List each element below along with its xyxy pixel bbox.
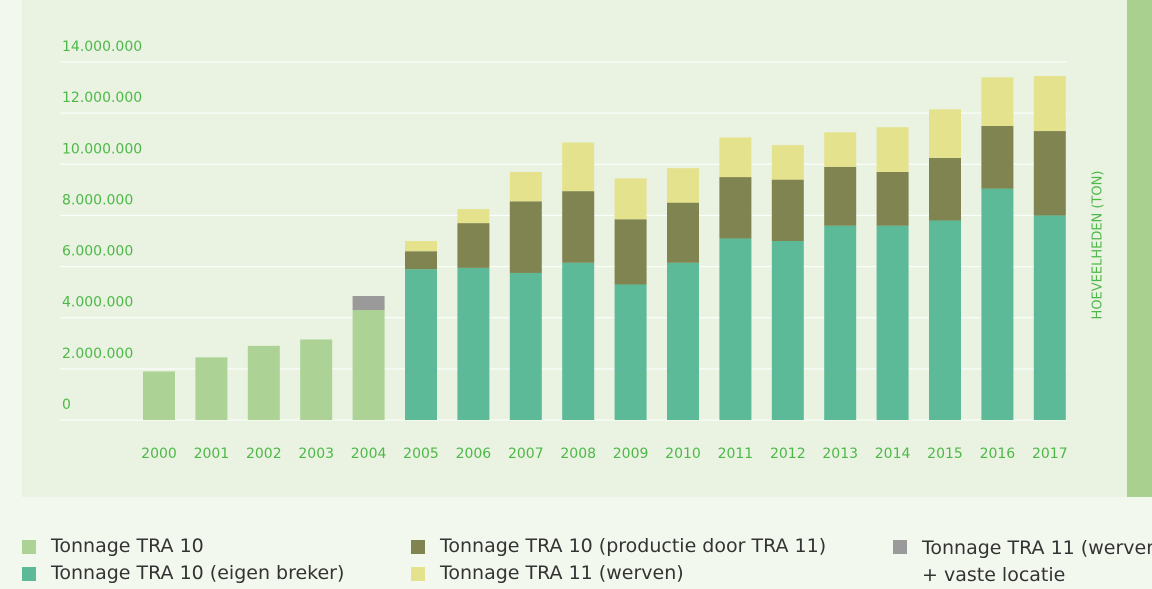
bar-segment bbox=[929, 157, 961, 221]
bar-segment bbox=[509, 171, 542, 202]
bar-segment bbox=[457, 267, 490, 420]
bar-segment bbox=[667, 262, 699, 420]
legend-label: Tonnage TRA 11 (werven + vaste locatie bbox=[922, 537, 1152, 586]
y-tick-label: 6.000.000 bbox=[62, 244, 133, 260]
bar-segment bbox=[1033, 76, 1066, 132]
legend-swatch bbox=[893, 540, 907, 554]
bar-segment bbox=[719, 137, 752, 178]
side-strip bbox=[1127, 0, 1152, 497]
bar-segment bbox=[771, 145, 804, 180]
y-tick-label: 2.000.000 bbox=[62, 346, 133, 362]
x-tick-label: 2017 bbox=[1032, 446, 1068, 462]
bar-segment bbox=[614, 178, 647, 220]
bar-segment bbox=[405, 251, 437, 270]
x-tick-label: 2000 bbox=[141, 446, 177, 462]
legend-label: Tonnage TRA 11 (werven) bbox=[440, 562, 684, 584]
bar-segment bbox=[352, 295, 385, 311]
bar-segment bbox=[771, 241, 804, 420]
x-tick-label: 2014 bbox=[875, 446, 911, 462]
bar-segment bbox=[509, 272, 542, 420]
bar-segment bbox=[300, 339, 333, 420]
x-tick-label: 2012 bbox=[770, 446, 806, 462]
bar-segment bbox=[352, 310, 385, 420]
bar-segment bbox=[667, 202, 699, 263]
x-tick-label: 2003 bbox=[298, 446, 334, 462]
legend-swatch bbox=[411, 540, 425, 554]
bar-segment bbox=[667, 168, 699, 203]
bar-segment bbox=[981, 188, 1014, 420]
x-tick-label: 2008 bbox=[560, 446, 596, 462]
bar-segment bbox=[405, 269, 437, 420]
bar-segment bbox=[614, 284, 647, 420]
bar-segment bbox=[1033, 215, 1066, 420]
bar-segment bbox=[457, 209, 490, 224]
bar-segment bbox=[195, 357, 228, 420]
bar-segment bbox=[824, 166, 857, 226]
x-tick-label: 2002 bbox=[246, 446, 282, 462]
x-tick-label: 2013 bbox=[822, 446, 858, 462]
bar-segment bbox=[771, 179, 804, 241]
legend-swatch bbox=[22, 567, 36, 581]
y-tick-label: 4.000.000 bbox=[62, 295, 133, 311]
bar-segment bbox=[876, 225, 909, 420]
bar-segment bbox=[981, 125, 1014, 189]
bar-segment bbox=[1033, 131, 1066, 216]
bar-segment bbox=[824, 132, 857, 167]
bar-segment bbox=[247, 345, 280, 420]
x-tick-label: 2015 bbox=[927, 446, 963, 462]
bar-segment bbox=[824, 225, 857, 420]
bar-segment bbox=[981, 77, 1014, 126]
x-tick-label: 2010 bbox=[665, 446, 701, 462]
x-tick-label: 2006 bbox=[456, 446, 492, 462]
bar-segment bbox=[929, 109, 961, 158]
bar-segment bbox=[509, 201, 542, 273]
bar-segment bbox=[719, 238, 752, 420]
x-tick-label: 2004 bbox=[351, 446, 387, 462]
bar-segment bbox=[929, 220, 961, 420]
legend-label: Tonnage TRA 10 (eigen breker) bbox=[51, 562, 345, 584]
x-tick-label: 2009 bbox=[613, 446, 649, 462]
bar-segment bbox=[143, 371, 175, 420]
y-tick-label: 8.000.000 bbox=[62, 192, 133, 208]
y-tick-label: 0 bbox=[62, 397, 71, 413]
bar-segment bbox=[876, 127, 909, 172]
legend-swatch bbox=[411, 567, 425, 581]
bar-segment bbox=[562, 191, 595, 263]
legend-swatch bbox=[22, 540, 36, 554]
x-tick-label: 2005 bbox=[403, 446, 439, 462]
y-tick-label: 14.000.000 bbox=[62, 39, 142, 55]
bar-segment bbox=[562, 262, 595, 420]
bar-segment bbox=[719, 177, 752, 239]
bar-segment bbox=[562, 142, 595, 192]
y-axis-label: HOEVEELHEDEN (TON) bbox=[1091, 171, 1106, 320]
bar-segment bbox=[876, 171, 909, 226]
bar-segment bbox=[614, 219, 647, 285]
y-tick-label: 12.000.000 bbox=[62, 90, 142, 106]
y-tick-label: 10.000.000 bbox=[62, 141, 142, 157]
bar-segment bbox=[405, 241, 437, 252]
x-tick-label: 2007 bbox=[508, 446, 544, 462]
legend-label: Tonnage TRA 10 (productie door TRA 11) bbox=[440, 535, 827, 557]
bar-segment bbox=[457, 223, 490, 268]
x-tick-label: 2016 bbox=[980, 446, 1016, 462]
legend-label: Tonnage TRA 10 bbox=[51, 535, 204, 557]
x-tick-label: 2011 bbox=[718, 446, 754, 462]
x-tick-label: 2001 bbox=[194, 446, 230, 462]
